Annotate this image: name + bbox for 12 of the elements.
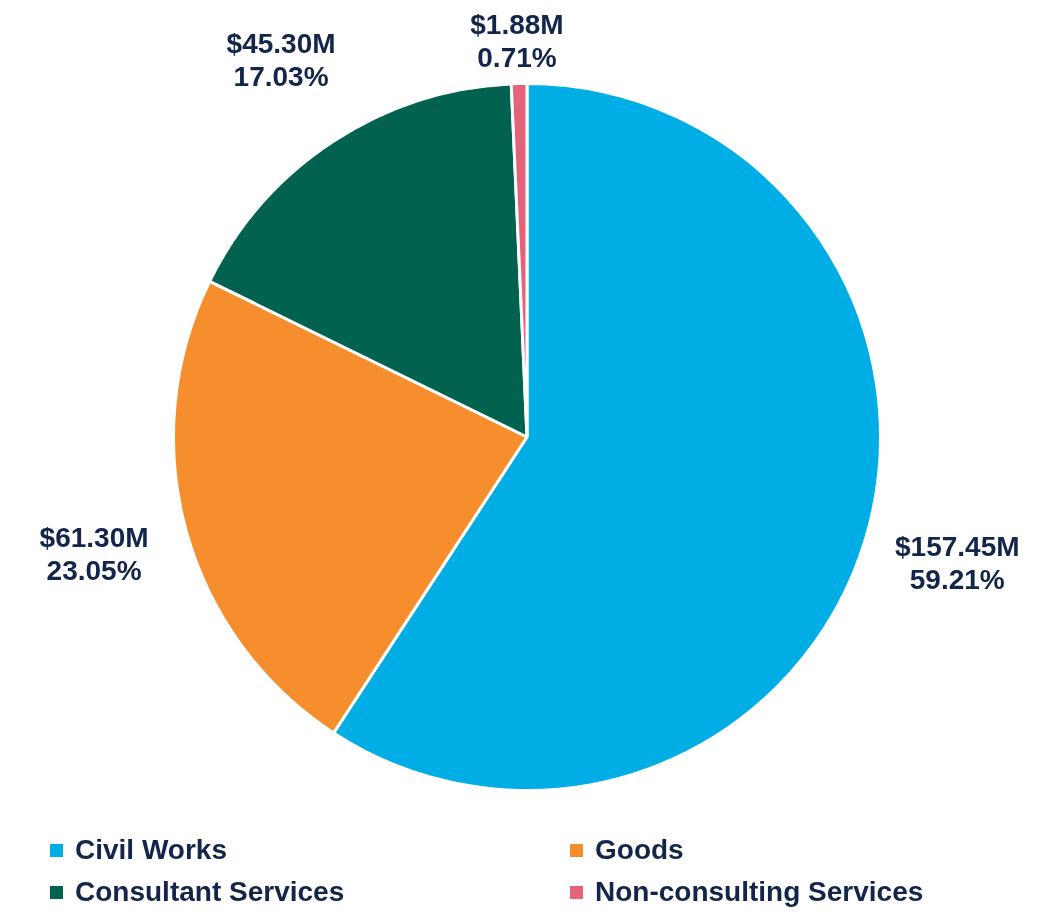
text: $1.88M (470, 9, 564, 41)
text: $157.45M (895, 531, 1020, 563)
legend-label: Non-consulting Services (595, 876, 924, 908)
data-label: 17.03% (233, 60, 329, 92)
legend-label: Consultant Services (75, 876, 345, 908)
legend-label: Civil Works (75, 834, 227, 866)
data-label: 23.05% (46, 555, 142, 587)
text: $45.30M (226, 27, 336, 59)
data-label: 59.21% (909, 564, 1005, 596)
legend-label: Goods (595, 834, 684, 866)
data-label: 0.71% (477, 42, 557, 74)
text: $61.30M (39, 522, 149, 554)
